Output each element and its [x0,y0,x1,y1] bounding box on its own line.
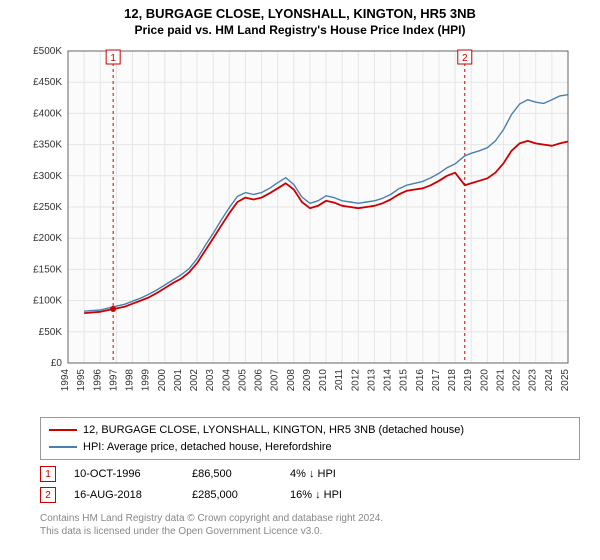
svg-text:2025: 2025 [560,369,571,392]
transaction-date: 10-OCT-1996 [74,464,174,485]
svg-text:2016: 2016 [415,369,426,392]
table-row: 2 16-AUG-2018 £285,000 16% ↓ HPI [40,485,580,506]
svg-text:£0: £0 [51,358,63,369]
svg-text:2006: 2006 [254,369,265,392]
transaction-price: £285,000 [192,485,272,506]
svg-text:2008: 2008 [286,369,297,392]
chart-svg: £0 £50K £100K £150K £200K £250K £300K £350K £400… [20,41,580,411]
svg-text:2003: 2003 [205,369,216,392]
transaction-delta: 16% ↓ HPI [290,485,342,506]
page: 12, BURGAGE CLOSE, LYONSHALL, KINGTON, H… [0,0,600,560]
svg-text:2009: 2009 [302,369,313,392]
table-row: 1 10-OCT-1996 £86,500 4% ↓ HPI [40,464,580,485]
transaction-date: 16-AUG-2018 [74,485,174,506]
svg-text:£300K: £300K [33,171,62,182]
svg-text:1999: 1999 [141,369,152,392]
svg-text:2017: 2017 [431,369,442,392]
transaction-price: £86,500 [192,464,272,485]
svg-text:£500K: £500K [33,46,62,57]
legend-label: HPI: Average price, detached house, Here… [83,439,332,456]
svg-text:1996: 1996 [92,369,103,392]
svg-text:£350K: £350K [33,140,62,151]
svg-text:1: 1 [110,53,116,64]
page-subtitle: Price paid vs. HM Land Registry's House … [0,21,600,41]
svg-text:£450K: £450K [33,77,62,88]
svg-text:£200K: £200K [33,233,62,244]
marker-badge: 1 [40,466,56,482]
legend-swatch [49,446,77,448]
svg-text:2020: 2020 [479,369,490,392]
svg-text:2004: 2004 [221,369,232,392]
svg-text:2011: 2011 [334,369,345,391]
marker-badge: 2 [40,487,56,503]
svg-text:£150K: £150K [33,264,62,275]
svg-text:1995: 1995 [76,369,87,392]
svg-text:2024: 2024 [544,369,555,392]
footer: Contains HM Land Registry data © Crown c… [40,512,580,538]
legend-label: 12, BURGAGE CLOSE, LYONSHALL, KINGTON, H… [83,422,464,439]
footer-line: This data is licensed under the Open Gov… [40,525,580,538]
svg-text:2023: 2023 [528,369,539,392]
svg-text:2018: 2018 [447,369,458,392]
svg-text:2010: 2010 [318,369,329,392]
svg-text:2021: 2021 [495,369,506,392]
legend-swatch [49,429,77,431]
transaction-delta: 4% ↓ HPI [290,464,336,485]
svg-text:2: 2 [462,53,468,64]
svg-text:£100K: £100K [33,296,62,307]
svg-text:1997: 1997 [108,369,119,392]
transaction-table: 1 10-OCT-1996 £86,500 4% ↓ HPI 2 16-AUG-… [40,464,580,506]
svg-text:2012: 2012 [350,369,361,392]
svg-text:2001: 2001 [173,369,184,392]
svg-text:2000: 2000 [157,369,168,392]
svg-text:2022: 2022 [512,369,523,392]
svg-text:2007: 2007 [270,369,281,392]
svg-text:1998: 1998 [125,369,136,392]
price-chart: £0 £50K £100K £150K £200K £250K £300K £350K £400… [20,41,580,411]
footer-line: Contains HM Land Registry data © Crown c… [40,512,580,525]
legend-item: HPI: Average price, detached house, Here… [49,439,571,456]
svg-text:2015: 2015 [399,369,410,392]
legend-item: 12, BURGAGE CLOSE, LYONSHALL, KINGTON, H… [49,422,571,439]
legend: 12, BURGAGE CLOSE, LYONSHALL, KINGTON, H… [40,417,580,460]
svg-text:£50K: £50K [39,327,63,338]
svg-text:£250K: £250K [33,202,62,213]
page-title: 12, BURGAGE CLOSE, LYONSHALL, KINGTON, H… [0,0,600,21]
svg-text:2013: 2013 [366,369,377,392]
svg-text:2014: 2014 [383,369,394,392]
svg-text:2002: 2002 [189,369,200,392]
svg-text:£400K: £400K [33,108,62,119]
svg-text:2005: 2005 [237,369,248,392]
svg-text:2019: 2019 [463,369,474,392]
svg-text:1994: 1994 [60,369,71,392]
